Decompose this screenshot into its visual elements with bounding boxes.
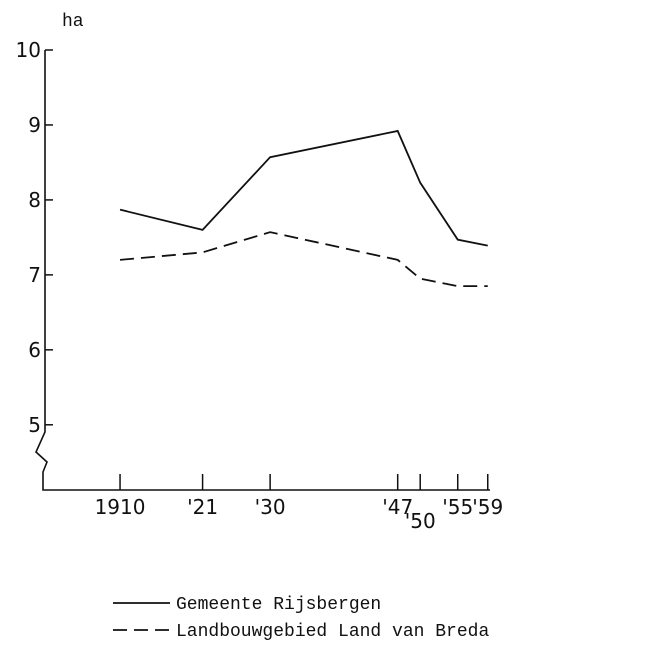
x-tick-label: '50: [405, 509, 436, 533]
y-axis: [35, 50, 490, 491]
y-tick-label: 7: [28, 263, 41, 287]
x-tick-label: '47: [382, 495, 413, 519]
y-tick-label: 10: [16, 38, 41, 62]
x-tick-label: '55: [442, 495, 473, 519]
series-line: [119, 129, 488, 247]
y-tick-label: 5: [28, 413, 41, 437]
y-axis-label: ha: [62, 12, 84, 32]
y-tick-label: 9: [28, 113, 41, 137]
x-tick-label: 1910: [95, 495, 146, 519]
x-tick-label: '59: [472, 495, 503, 519]
y-tick-label: 8: [28, 188, 41, 212]
series-line: [119, 231, 488, 288]
legend-label: Gemeente Rijsbergen: [176, 595, 381, 615]
x-tick-label: '30: [255, 495, 286, 519]
y-tick-label: 6: [28, 338, 41, 362]
legend-label: Landbouwgebied Land van Breda: [176, 622, 489, 642]
x-tick-label: '21: [187, 495, 218, 519]
